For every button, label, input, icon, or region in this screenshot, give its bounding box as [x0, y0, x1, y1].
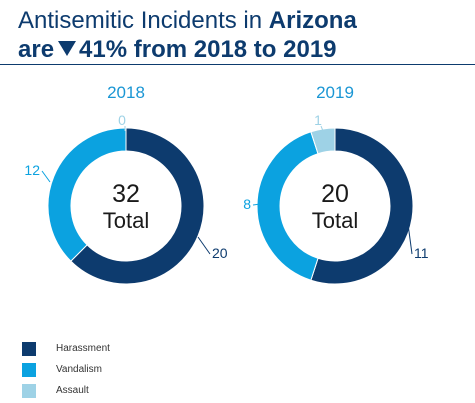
legend-swatch-assault [22, 384, 36, 398]
year-label-2019: 2019 [316, 83, 354, 102]
title-line-1: Antisemitic Incidents in Arizona [18, 6, 458, 35]
year-label-2018: 2018 [107, 83, 145, 102]
leader-line-2019-assault [320, 125, 324, 132]
title-change: 41% from 2018 to 2019 [79, 36, 337, 63]
slice-2018-harassment [70, 127, 205, 285]
value-label-2019-harassment: 11 [414, 245, 429, 261]
title-prefix: Antisemitic Incidents in [18, 7, 269, 34]
title-state: Arizona [268, 7, 357, 34]
value-label-2018-harassment: 20 [212, 245, 228, 261]
title-divider [0, 64, 475, 65]
legend-swatch-harassment [22, 342, 36, 356]
legend-swatch-vandalism [22, 363, 36, 377]
slice-2019-assault [310, 127, 336, 155]
legend-label-vandalism: Vandalism [56, 364, 102, 375]
value-label-2019-vandalism: 8 [243, 196, 251, 212]
value-label-2018-assault: 0 [118, 112, 126, 128]
value-label-2019-assault: 1 [314, 112, 322, 128]
slice-2019-harassment [310, 127, 414, 285]
leader-line-2019-harassment [407, 223, 413, 255]
value-label-2018-vandalism: 12 [24, 162, 40, 178]
total-label-2018: Total [103, 208, 149, 233]
legend-label-assault: Assault [56, 385, 89, 396]
down-triangle-icon [58, 41, 77, 56]
slice-2019-vandalism [256, 131, 319, 281]
slice-2018-vandalism [47, 127, 127, 262]
leader-line-2018-harassment [197, 236, 211, 255]
total-value-2018: 32 [112, 180, 140, 208]
leader-line-2018-vandalism [41, 170, 51, 183]
total-value-2019: 20 [321, 180, 349, 208]
chart-title: Antisemitic Incidents in Arizona are 41% … [18, 6, 458, 64]
title-are: are [18, 36, 55, 63]
title-line-2: are 41% from 2018 to 2019 [18, 35, 458, 64]
leader-line-2019-vandalism [252, 203, 261, 206]
legend-label-harassment: Harassment [56, 343, 110, 354]
total-label-2019: Total [312, 208, 358, 233]
